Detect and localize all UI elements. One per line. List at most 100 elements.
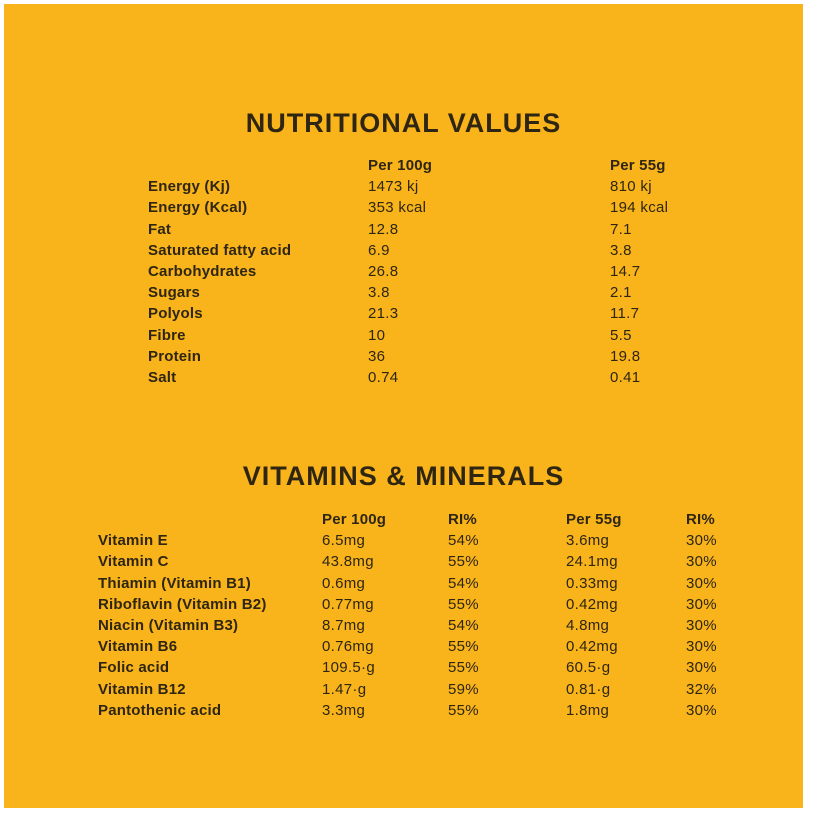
value-per-100g: 26.8 bbox=[368, 262, 399, 280]
value-per-100g: 0.74 bbox=[368, 368, 399, 386]
table-row-salt: Salt 0.74 0.41 bbox=[148, 367, 708, 388]
value-ri-100g: 54% bbox=[448, 616, 479, 634]
row-label: Sugars bbox=[148, 284, 201, 302]
value-per-55g: 1.8mg bbox=[566, 701, 610, 719]
row-label: Fibre bbox=[148, 326, 186, 344]
row-label: Folic acid bbox=[98, 659, 170, 677]
value-per-55g: 14.7 bbox=[610, 262, 641, 280]
value-per-55g: 0.81·g bbox=[566, 680, 611, 698]
value-per-100g: 353 kcal bbox=[368, 199, 427, 217]
table-row-protein: Protein 36 19.8 bbox=[148, 346, 708, 367]
row-label: Energy (Kj) bbox=[148, 178, 231, 196]
table-row-thiamin-b1: Thiamin (Vitamin B1) 0.6mg 54% 0.33mg 30… bbox=[98, 573, 758, 594]
table-row-vitamin-b12: Vitamin B12 1.47·g 59% 0.81·g 32% bbox=[98, 679, 758, 700]
value-per-100g: 1473 kj bbox=[368, 178, 419, 196]
nutrition-section-title: NUTRITIONAL VALUES bbox=[245, 108, 562, 139]
table-row-energy-kcal: Energy (Kcal) 353 kcal 194 kcal bbox=[148, 197, 708, 218]
value-per-100g: 0.76mg bbox=[322, 638, 374, 656]
value-per-100g: 12.8 bbox=[368, 220, 399, 238]
table-row-sugars: Sugars 3.8 2.1 bbox=[148, 282, 708, 303]
value-ri-55g: 30% bbox=[686, 595, 717, 613]
value-ri-55g: 30% bbox=[686, 701, 717, 719]
table-row-riboflavin-b2: Riboflavin (Vitamin B2) 0.77mg 55% 0.42m… bbox=[98, 594, 758, 615]
row-label: Vitamin C bbox=[98, 553, 169, 571]
table-row-folic-acid: Folic acid 109.5·g 55% 60.5·g 30% bbox=[98, 657, 758, 678]
value-per-100g: 3.3mg bbox=[322, 701, 366, 719]
value-ri-55g: 30% bbox=[686, 553, 717, 571]
table-row-niacin-b3: Niacin (Vitamin B3) 8.7mg 54% 4.8mg 30% bbox=[98, 615, 758, 636]
column-header-ri-55g: RI% bbox=[686, 511, 715, 528]
value-per-55g: 19.8 bbox=[610, 347, 641, 365]
value-per-55g: 11.7 bbox=[610, 305, 640, 323]
value-per-55g: 60.5·g bbox=[566, 659, 611, 677]
vitamins-table: Per 100g RI% Per 55g RI% Vitamin E 6.5mg… bbox=[98, 509, 758, 721]
value-per-100g: 21.3 bbox=[368, 305, 399, 323]
value-per-55g: 7.1 bbox=[610, 220, 632, 238]
row-label: Niacin (Vitamin B3) bbox=[98, 616, 239, 634]
value-per-55g: 24.1mg bbox=[566, 553, 618, 571]
value-ri-55g: 30% bbox=[686, 659, 717, 677]
table-row-vitamin-e: Vitamin E 6.5mg 54% 3.6mg 30% bbox=[98, 530, 758, 551]
column-header-per-100g: Per 100g bbox=[322, 511, 387, 528]
vitamins-section-title: VITAMINS & MINERALS bbox=[242, 461, 565, 492]
value-per-100g: 43.8mg bbox=[322, 553, 374, 571]
row-label: Vitamin E bbox=[98, 532, 168, 550]
value-ri-55g: 30% bbox=[686, 638, 717, 656]
table-row-polyols: Polyols 21.3 11.7 bbox=[148, 303, 708, 324]
value-ri-100g: 54% bbox=[448, 574, 479, 592]
value-per-55g: 0.42mg bbox=[566, 595, 618, 613]
nutrition-header-row: Per 100g Per 55g bbox=[148, 155, 708, 176]
value-per-100g: 10 bbox=[368, 326, 386, 344]
table-row-vitamin-b6: Vitamin B6 0.76mg 55% 0.42mg 30% bbox=[98, 636, 758, 657]
row-label: Saturated fatty acid bbox=[148, 241, 292, 259]
value-ri-100g: 59% bbox=[448, 680, 479, 698]
column-header-per-55g: Per 55g bbox=[566, 511, 622, 528]
value-ri-100g: 54% bbox=[448, 532, 479, 550]
table-row-carbohydrates: Carbohydrates 26.8 14.7 bbox=[148, 261, 708, 282]
table-row-fibre: Fibre 10 5.5 bbox=[148, 325, 708, 346]
value-ri-100g: 55% bbox=[448, 659, 479, 677]
value-per-55g: 3.8 bbox=[610, 241, 632, 259]
value-ri-100g: 55% bbox=[448, 553, 479, 571]
value-ri-100g: 55% bbox=[448, 638, 479, 656]
row-label: Vitamin B6 bbox=[98, 638, 178, 656]
value-ri-55g: 30% bbox=[686, 532, 717, 550]
value-ri-55g: 32% bbox=[686, 680, 717, 698]
value-per-55g: 4.8mg bbox=[566, 616, 610, 634]
row-label: Pantothenic acid bbox=[98, 701, 222, 719]
value-per-55g: 194 kcal bbox=[610, 199, 669, 217]
value-per-100g: 1.47·g bbox=[322, 680, 367, 698]
value-per-100g: 8.7mg bbox=[322, 616, 366, 634]
value-ri-100g: 55% bbox=[448, 701, 479, 719]
row-label: Carbohydrates bbox=[148, 262, 257, 280]
table-row-energy-kj: Energy (Kj) 1473 kj 810 kj bbox=[148, 176, 708, 197]
nutrition-table: Per 100g Per 55g Energy (Kj) 1473 kj 810… bbox=[148, 155, 708, 388]
row-label: Fat bbox=[148, 220, 172, 238]
table-row-vitamin-c: Vitamin C 43.8mg 55% 24.1mg 30% bbox=[98, 551, 758, 572]
row-label: Polyols bbox=[148, 305, 203, 323]
value-ri-55g: 30% bbox=[686, 616, 717, 634]
value-per-55g: 2.1 bbox=[610, 284, 632, 302]
value-per-55g: 3.6mg bbox=[566, 532, 610, 550]
value-per-100g: 0.6mg bbox=[322, 574, 366, 592]
value-per-55g: 0.41 bbox=[610, 368, 641, 386]
value-per-100g: 6.5mg bbox=[322, 532, 366, 550]
yellow-panel bbox=[4, 4, 803, 808]
value-per-100g: 6.9 bbox=[368, 241, 390, 259]
row-label: Thiamin (Vitamin B1) bbox=[98, 574, 251, 592]
column-header-per-100g: Per 100g bbox=[368, 157, 433, 174]
vitamins-header-row: Per 100g RI% Per 55g RI% bbox=[98, 509, 758, 530]
row-label: Energy (Kcal) bbox=[148, 199, 248, 217]
table-row-pantothenic-acid: Pantothenic acid 3.3mg 55% 1.8mg 30% bbox=[98, 700, 758, 721]
value-per-100g: 3.8 bbox=[368, 284, 390, 302]
value-per-55g: 0.33mg bbox=[566, 574, 618, 592]
value-per-55g: 810 kj bbox=[610, 178, 652, 196]
value-per-55g: 0.42mg bbox=[566, 638, 618, 656]
value-per-100g: 109.5·g bbox=[322, 659, 375, 677]
row-label: Salt bbox=[148, 368, 177, 386]
table-row-saturated-fatty-acid: Saturated fatty acid 6.9 3.8 bbox=[148, 240, 708, 261]
table-row-fat: Fat 12.8 7.1 bbox=[148, 219, 708, 240]
row-label: Vitamin B12 bbox=[98, 680, 186, 698]
value-ri-100g: 55% bbox=[448, 595, 479, 613]
